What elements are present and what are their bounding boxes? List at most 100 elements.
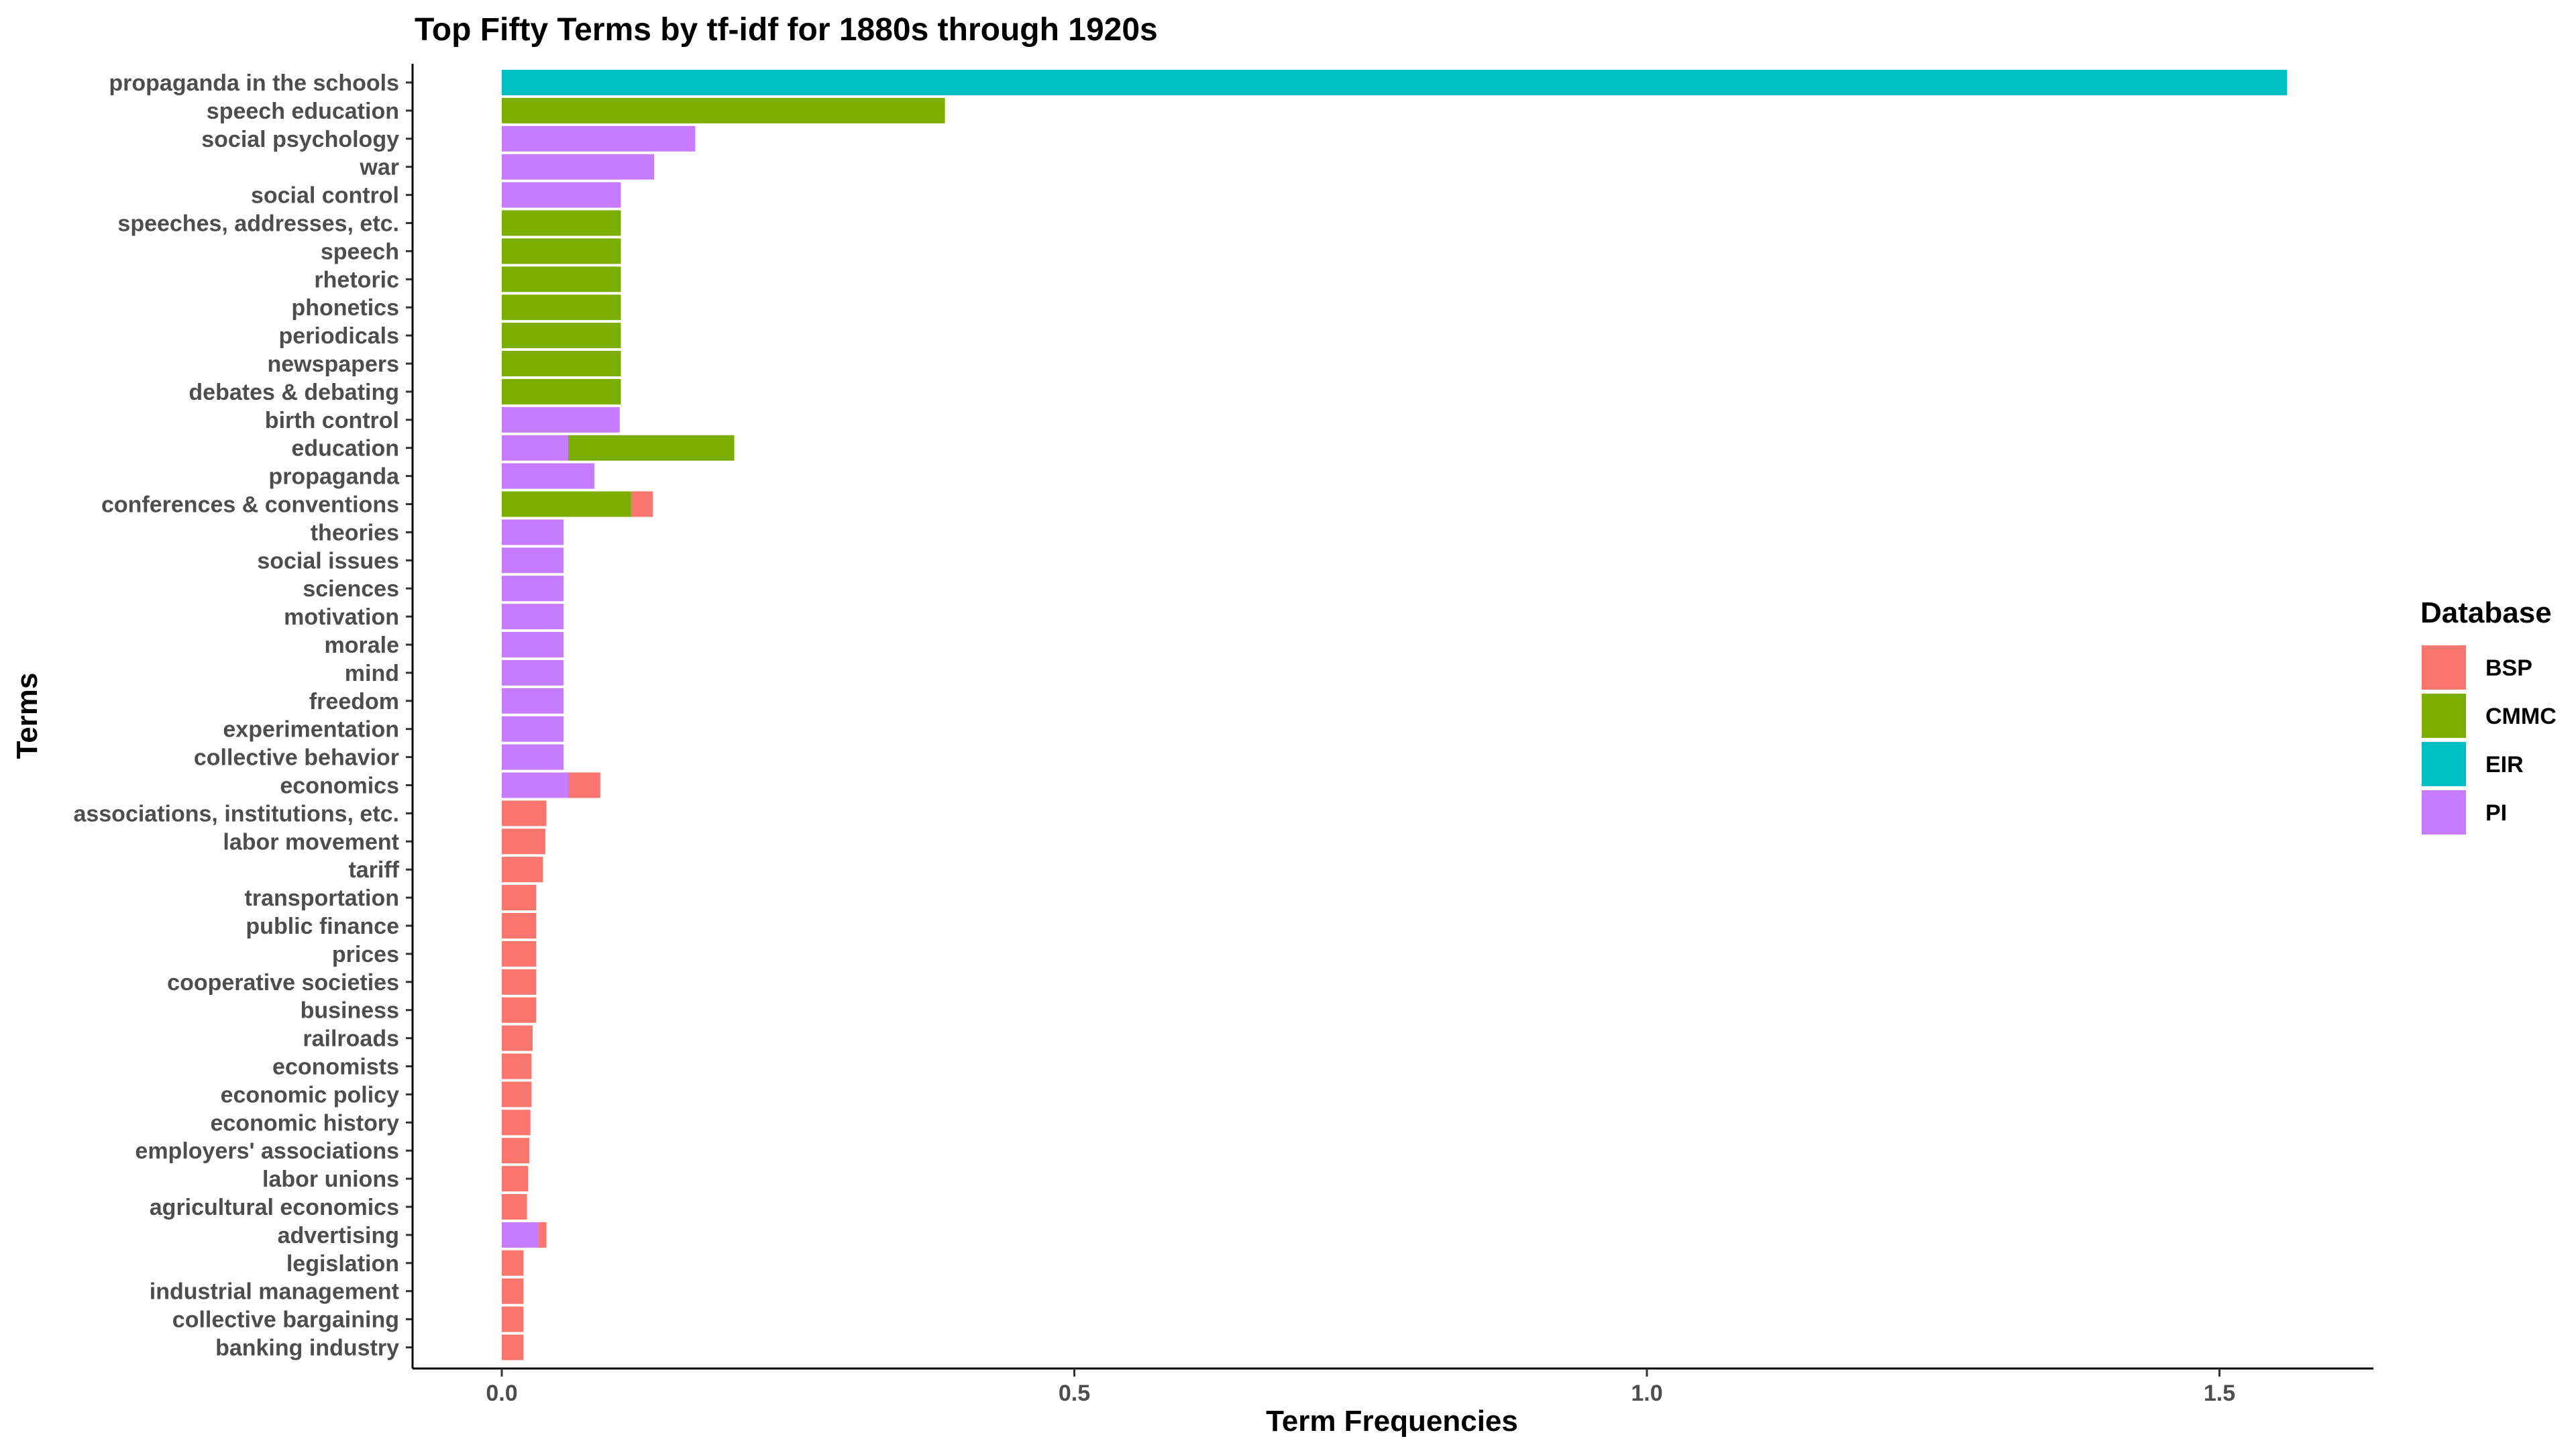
- bar-pi-3: [502, 154, 655, 180]
- bars-layer: [502, 70, 2288, 1360]
- bar-bsp-32: [502, 969, 537, 995]
- x-axis-ticks: 0.0 0.5 1.0 1.5: [486, 1368, 2235, 1406]
- bar-bsp-44: [502, 1306, 524, 1332]
- y-tick-label: prices: [332, 942, 399, 967]
- y-tick-label: propaganda: [268, 464, 400, 490]
- bar-cmmc-5: [502, 210, 621, 236]
- y-tick-label: advertising: [278, 1223, 399, 1248]
- x-axis-title: Term Frequencies: [1266, 1405, 1518, 1438]
- bar-bsp-33: [502, 997, 537, 1023]
- legend-label-bsp: BSP: [2485, 655, 2532, 681]
- bar-pi-13: [502, 435, 569, 461]
- bar-pi-18: [502, 576, 564, 602]
- y-tick-label: rhetoric: [314, 267, 399, 292]
- y-tick-label: speech education: [207, 99, 399, 124]
- y-tick-label: debates & debating: [189, 380, 399, 405]
- legend-label-pi: PI: [2485, 800, 2507, 826]
- bar-eir-0: [502, 70, 2288, 95]
- legend-title: Database: [2420, 596, 2552, 629]
- bar-cmmc-10: [502, 351, 621, 376]
- y-tick-label: cooperative societies: [167, 970, 399, 996]
- y-tick-label: conferences & conventions: [101, 492, 399, 518]
- bar-pi-14: [502, 463, 595, 489]
- bar-bsp-25: [568, 772, 600, 798]
- bar-bsp-41: [538, 1222, 547, 1248]
- legend-items: BSP CMMC EIR PI: [2422, 645, 2557, 835]
- y-tick-label: business: [301, 998, 399, 1024]
- bar-pi-25: [502, 772, 569, 798]
- y-tick-label: motivation: [284, 604, 399, 630]
- y-tick-label: birth control: [265, 408, 399, 433]
- y-tick-label: morale: [325, 633, 400, 658]
- y-tick-label: phonetics: [291, 295, 399, 321]
- x-tick-label: 1.5: [2204, 1381, 2235, 1406]
- y-tick-label: collective bargaining: [172, 1307, 399, 1333]
- y-tick-label: public finance: [246, 914, 399, 939]
- legend-label-eir: EIR: [2485, 752, 2524, 777]
- y-tick-label: banking industry: [215, 1336, 399, 1361]
- y-tick-label: economic policy: [221, 1082, 399, 1108]
- bar-pi-16: [502, 519, 564, 545]
- bar-bsp-42: [502, 1250, 524, 1276]
- bar-cmmc-11: [502, 378, 621, 405]
- legend-label-cmmc: CMMC: [2485, 704, 2557, 729]
- y-tick-label: newspapers: [267, 352, 399, 377]
- bar-pi-2: [502, 125, 696, 152]
- bar-pi-19: [502, 604, 564, 630]
- y-tick-label: theories: [311, 520, 399, 545]
- x-tick-label: 0.5: [1059, 1381, 1090, 1406]
- bar-bsp-43: [502, 1278, 524, 1304]
- x-tick-label: 0.0: [486, 1381, 517, 1406]
- y-tick-label: social control: [251, 183, 399, 209]
- bar-bsp-38: [502, 1138, 529, 1164]
- bar-bsp-28: [502, 857, 543, 883]
- legend-swatch-pi: [2422, 790, 2466, 835]
- legend-swatch-eir: [2422, 742, 2466, 786]
- y-tick-label: experimentation: [223, 717, 399, 743]
- bar-bsp-36: [502, 1081, 532, 1108]
- legend-swatch-bsp: [2422, 645, 2466, 690]
- bar-cmmc-9: [502, 323, 621, 349]
- y-tick-label: transportation: [245, 885, 399, 911]
- y-tick-label: war: [359, 155, 399, 180]
- bar-bsp-29: [502, 885, 537, 911]
- y-tick-label: associations, institutions, etc.: [73, 801, 399, 826]
- y-tick-label: railroads: [303, 1026, 399, 1052]
- bar-pi-20: [502, 632, 564, 657]
- y-tick-label: economics: [280, 773, 399, 799]
- bar-cmmc-8: [502, 294, 621, 321]
- bar-bsp-37: [502, 1110, 531, 1136]
- y-tick-label: agricultural economics: [150, 1195, 399, 1220]
- chart-title: Top Fifty Terms by tf-idf for 1880s thro…: [415, 12, 1158, 48]
- bar-bsp-39: [502, 1166, 529, 1192]
- bar-pi-41: [502, 1222, 539, 1248]
- y-tick-label: employers' associations: [135, 1138, 399, 1164]
- bar-cmmc-6: [502, 238, 621, 264]
- bar-pi-23: [502, 716, 564, 742]
- bar-pi-22: [502, 688, 564, 714]
- bar-pi-21: [502, 659, 564, 686]
- bar-bsp-15: [631, 491, 653, 517]
- bar-bsp-45: [502, 1334, 524, 1360]
- legend-swatch-cmmc: [2422, 694, 2466, 738]
- y-tick-label: industrial management: [150, 1279, 399, 1305]
- bar-bsp-35: [502, 1053, 532, 1079]
- y-tick-label: freedom: [309, 689, 399, 714]
- y-tick-label: mind: [345, 661, 399, 686]
- y-tick-label: collective behavior: [194, 745, 399, 771]
- y-tick-label: speech: [321, 239, 399, 264]
- y-tick-label: economists: [272, 1055, 399, 1080]
- bar-cmmc-15: [502, 491, 631, 517]
- y-axis-title: Terms: [11, 673, 44, 759]
- y-tick-label: legislation: [286, 1251, 399, 1277]
- legend: Database BSP CMMC EIR PI: [2420, 596, 2557, 835]
- bar-cmmc-7: [502, 266, 621, 292]
- y-tick-label: social psychology: [201, 127, 399, 152]
- y-tick-label: labor movement: [223, 829, 399, 855]
- bar-cmmc-13: [568, 435, 735, 461]
- y-tick-label: social issues: [257, 548, 399, 574]
- y-tick-label: labor unions: [262, 1167, 399, 1192]
- y-tick-label: tariff: [348, 857, 399, 883]
- bar-cmmc-1: [502, 97, 945, 123]
- bar-bsp-30: [502, 913, 537, 938]
